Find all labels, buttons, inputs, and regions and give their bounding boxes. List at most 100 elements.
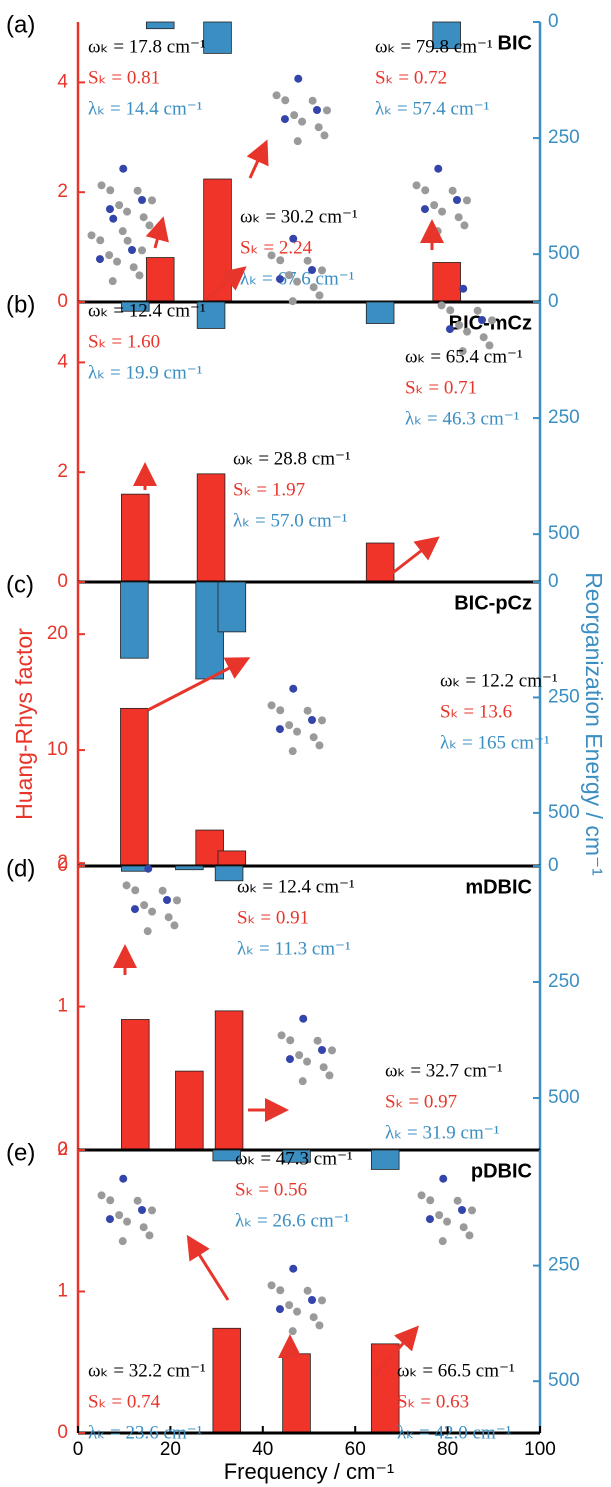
annotation-lambda: λₖ = 165 cm⁻¹ [440, 732, 550, 753]
annotation-s: Sₖ = 1.60 [88, 331, 160, 352]
atom [278, 1031, 286, 1039]
atom [119, 165, 127, 173]
atom [123, 881, 131, 889]
atom [463, 328, 471, 336]
annotation-s: Sₖ = 0.81 [88, 67, 160, 88]
huang-rhys-bar [146, 258, 174, 302]
molecule-image [413, 165, 471, 235]
atom [281, 115, 289, 123]
atom [115, 1211, 123, 1219]
atom [106, 186, 114, 194]
atom [315, 741, 323, 749]
atom [325, 1071, 333, 1079]
atom [438, 208, 446, 216]
reorganization-bar [146, 22, 174, 29]
huang-rhys-bar [433, 262, 461, 302]
huang-rhys-bar [213, 1328, 241, 1433]
atom [418, 1191, 426, 1199]
atom [106, 205, 114, 213]
atom [286, 1036, 294, 1044]
atom [276, 1286, 284, 1294]
atom [435, 1211, 443, 1219]
atom [426, 1196, 434, 1204]
atom [468, 1206, 476, 1214]
annotation-lambda: λₖ = 31.9 cm⁻¹ [385, 1122, 500, 1143]
annotation-s: Sₖ = 0.91 [237, 907, 309, 928]
atom [173, 896, 181, 904]
atom [96, 236, 104, 244]
y-tick-label: 10 [47, 739, 68, 760]
panel-title: BIC-pCz [454, 592, 532, 614]
annotation-omega: ωₖ = 17.8 cm⁻¹ [88, 36, 206, 57]
annotation-lambda: λₖ = 57.0 cm⁻¹ [233, 510, 348, 531]
annotation-s: Sₖ = 2.24 [240, 237, 313, 258]
x-tick-label: 40 [252, 1439, 273, 1460]
atom [421, 205, 429, 213]
atom [413, 181, 421, 189]
molecule-image [98, 1175, 156, 1245]
atom [465, 1231, 473, 1239]
atom [459, 285, 467, 293]
atom [460, 1223, 468, 1231]
atom [449, 187, 457, 195]
molecule-image [273, 75, 331, 145]
atom [148, 1206, 156, 1214]
huang-rhys-bar [371, 1344, 399, 1433]
y-tick-label: 2 [57, 1139, 68, 1160]
panel-label: (d) [6, 855, 35, 882]
annotation-omega: ωₖ = 12.4 cm⁻¹ [88, 300, 206, 321]
atom [318, 716, 326, 724]
annotation-omega: ωₖ = 30.2 cm⁻¹ [240, 206, 358, 227]
arrow [190, 1240, 228, 1300]
atom [268, 701, 276, 709]
atom [140, 213, 148, 221]
arrow [390, 540, 435, 575]
atom [144, 927, 152, 935]
atom [308, 266, 316, 274]
atom [315, 123, 323, 131]
atom [308, 716, 316, 724]
atom [96, 255, 104, 263]
atom [421, 186, 429, 194]
atom [455, 213, 463, 221]
atom [289, 235, 297, 243]
reorganization-bar [121, 582, 149, 658]
atom [318, 1296, 326, 1304]
atom [304, 257, 312, 265]
atom [276, 1305, 284, 1313]
atom [106, 1215, 114, 1223]
huang-rhys-bar [215, 1011, 243, 1150]
atom [289, 685, 297, 693]
atom [446, 306, 454, 314]
atom [308, 1296, 316, 1304]
panel-label: (e) [6, 1139, 35, 1166]
atom [430, 201, 438, 209]
atom [124, 237, 132, 245]
y2-tick-label: 500 [548, 802, 580, 823]
atom [138, 246, 146, 254]
atom [106, 1196, 114, 1204]
molecule-image [123, 865, 181, 935]
atom [474, 307, 482, 315]
atom [119, 227, 127, 235]
atom [318, 266, 326, 274]
annotation-lambda: λₖ = 57.4 cm⁻¹ [375, 98, 490, 119]
atom [285, 1301, 293, 1309]
atom [276, 256, 284, 264]
x-tick-label: 0 [73, 1439, 84, 1460]
atom [328, 1046, 336, 1054]
y2-tick-label: 250 [548, 127, 580, 148]
atom [119, 1237, 127, 1245]
atom [276, 275, 284, 283]
atom [314, 1037, 322, 1045]
reorganization-bar [204, 22, 232, 53]
huang-rhys-bar [366, 543, 394, 582]
atom [128, 246, 136, 254]
reorganization-bar [218, 582, 246, 632]
molecule-image [268, 685, 326, 755]
atom [310, 1313, 318, 1321]
atom [276, 725, 284, 733]
atom [144, 865, 152, 873]
molecule-image [98, 165, 156, 235]
atom [113, 258, 121, 266]
